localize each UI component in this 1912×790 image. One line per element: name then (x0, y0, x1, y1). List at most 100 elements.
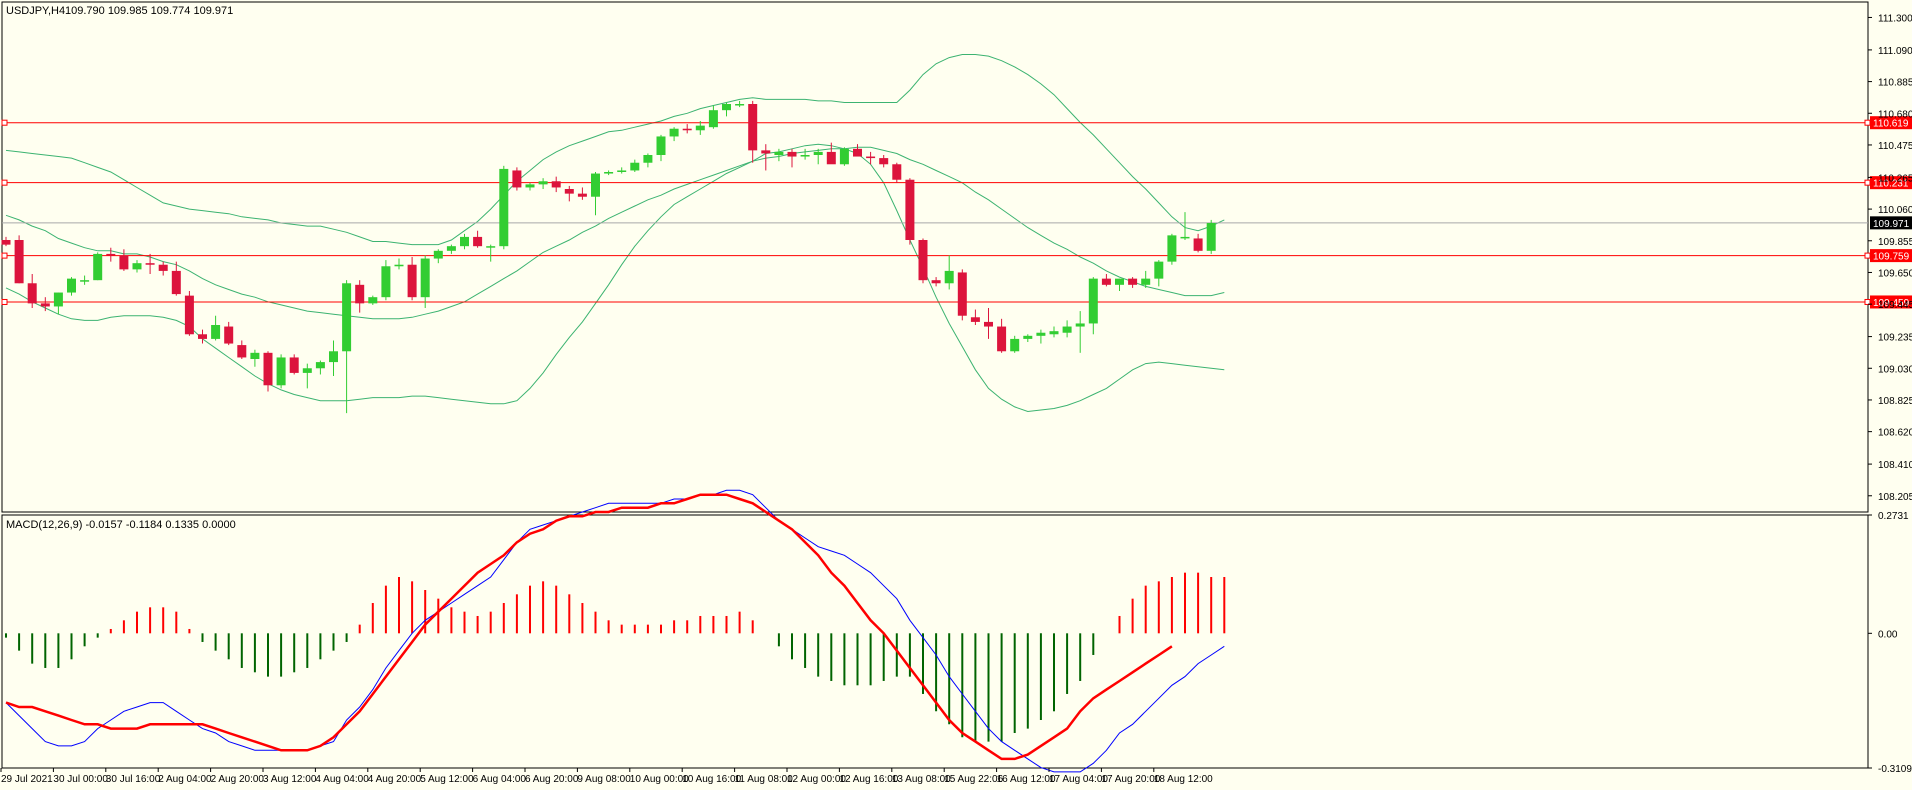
horizontal-lines[interactable]: 110.619 110.231 109.759 109.459 (1, 116, 1912, 309)
time-tick-label: 15 Aug 22:06 (944, 774, 1003, 785)
horizontal-line-handle-right[interactable] (1864, 252, 1871, 259)
time-tick-label: 6 Aug 04:00 (473, 774, 527, 785)
candle-body (53, 292, 63, 307)
candle-body (394, 264, 404, 267)
candle-body (918, 240, 928, 281)
candle-body (158, 264, 168, 271)
candle-body (512, 170, 522, 188)
candle-body (1023, 335, 1033, 339)
time-tick-label: 2 Aug 04:00 (158, 774, 212, 785)
candle-body (695, 125, 705, 131)
candle-body (263, 352, 273, 386)
macd-signal-line (5, 493, 1173, 761)
candles (1, 100, 1216, 414)
candle-body (682, 128, 692, 131)
time-tick-label: 2 Aug 20:00 (211, 774, 265, 785)
time-tick-label: 30 Jul 16:00 (106, 774, 161, 785)
macd-lines (5, 489, 1225, 773)
macd-panel-frame (1, 514, 1869, 769)
horizontal-line-handle-left[interactable] (1, 119, 8, 126)
horizontal-line-handle-left[interactable] (1, 298, 8, 305)
time-tick-label: 18 Aug 12:00 (1154, 774, 1213, 785)
price-tick-label: 110.475 (1878, 141, 1912, 152)
bollinger-upper-line (5, 54, 1225, 246)
candle-body (184, 295, 194, 335)
candle-body (853, 148, 862, 157)
time-tick-label: 12 Aug 16:00 (839, 774, 898, 785)
price-tick-label: 109.030 (1878, 364, 1912, 375)
candle-body (604, 172, 614, 174)
price-tag-label: 110.231 (1873, 179, 1909, 190)
candle-body (93, 253, 103, 281)
price-tick-label: 110.680 (1878, 109, 1912, 120)
candle-body (839, 148, 849, 165)
candle-body (761, 150, 771, 154)
price-tick-label: 108.410 (1878, 460, 1912, 471)
candle-body (564, 189, 574, 194)
candle-body (1036, 332, 1046, 336)
candle-body (905, 179, 915, 240)
candle-body (106, 253, 116, 256)
candle-body (1193, 238, 1203, 251)
candle-body (460, 236, 469, 247)
price-tick-label: 109.235 (1878, 333, 1912, 344)
time-tick-label: 17 Aug 20:00 (1101, 774, 1160, 785)
time-tick-label: 3 Aug 12:00 (263, 774, 317, 785)
time-tick-label: 11 Aug 08:00 (735, 774, 794, 785)
candle-body (224, 326, 234, 344)
chart-ohlc-readout: 109.790 109.985 109.774 109.971 (65, 5, 233, 17)
horizontal-line-handle-right[interactable] (1864, 119, 1871, 126)
candle-body (800, 155, 810, 157)
price-tick-label: 110.265 (1878, 173, 1912, 184)
horizontal-line-handle-left[interactable] (1, 179, 8, 186)
candle-body (473, 236, 483, 247)
candle-body (237, 345, 247, 358)
candle-body (722, 104, 731, 111)
candle-body (1206, 223, 1216, 251)
candle-body (931, 280, 941, 284)
candle-body (14, 240, 24, 284)
price-tick-label: 108.825 (1878, 396, 1912, 407)
candle-body (381, 266, 391, 298)
candle-body (866, 156, 876, 159)
candle-body (302, 368, 312, 373)
time-tick-label: 12 Aug 00:00 (787, 774, 846, 785)
horizontal-line-handle-left[interactable] (1, 252, 8, 259)
time-tick-label: 6 Aug 20:00 (525, 774, 579, 785)
macd-tick-label: 0.2731 (1878, 511, 1909, 522)
candle-body (1115, 278, 1124, 285)
current-price-tag-bg (1870, 216, 1912, 230)
price-axis: 111.300 111.090 110.885 110.680 110.475 110.2… (1868, 13, 1912, 503)
candle-body (970, 317, 980, 322)
candle-body (892, 164, 902, 180)
time-tick-label: 4 Aug 04:00 (315, 774, 369, 785)
price-tag-label: 109.459 (1873, 298, 1910, 309)
candle-body (997, 326, 1007, 352)
chart-symbol-title: USDJPY,H4 (6, 5, 65, 17)
candle-body (669, 128, 679, 137)
time-tick-label: 13 Aug 08:00 (892, 774, 951, 785)
candle-body (643, 155, 653, 163)
macd-panel[interactable]: 0.2731 0.00 -0.3109 MACD(12,26,9) -0.0157 … (1, 489, 1912, 775)
candle-body (656, 136, 666, 155)
candle-body (735, 104, 745, 106)
candle-body (1075, 323, 1085, 327)
candle-body (630, 162, 640, 171)
candle-body (1180, 236, 1190, 239)
candle-body (708, 110, 718, 128)
horizontal-line-handle-right[interactable] (1864, 179, 1871, 186)
macd-title: MACD(12,26,9) -0.0157 -0.1184 0.1335 0.0… (6, 519, 236, 531)
candle-body (499, 168, 509, 247)
price-tick-label: 109.855 (1878, 237, 1912, 248)
price-tag-bg (1870, 249, 1912, 263)
current-price-tag-label: 109.971 (1873, 219, 1910, 230)
candle-body (813, 151, 823, 155)
time-tick-label: 9 Aug 08:00 (577, 774, 631, 785)
macd-main-line (5, 489, 1225, 773)
candle-body (276, 357, 286, 386)
candle-body (329, 351, 338, 363)
candle-body (27, 283, 37, 304)
